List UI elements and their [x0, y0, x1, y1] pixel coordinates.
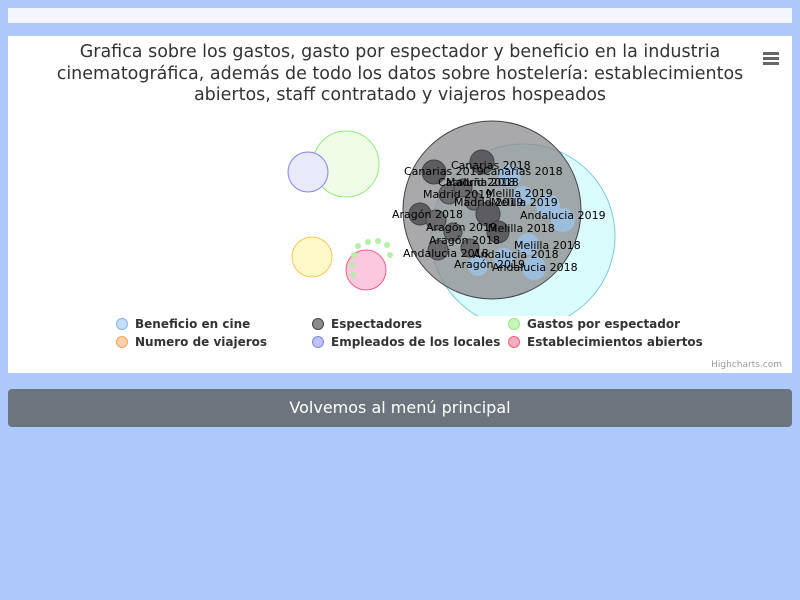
espectadores-point[interactable] — [469, 149, 495, 175]
legend-label: Establecimientos abiertos — [527, 335, 703, 349]
gastos-point[interactable] — [365, 239, 371, 245]
beneficio-points — [468, 165, 575, 280]
beneficio-point[interactable] — [499, 165, 521, 187]
chart-title-line-3: abiertos, staff contratado y viajeros ho… — [193, 85, 607, 105]
espectadores-point[interactable] — [453, 178, 473, 198]
chart-title: Grafica sobre los gastos, gasto por espe… — [48, 42, 752, 107]
beneficio-point[interactable] — [522, 256, 546, 280]
legend-marker — [116, 318, 128, 330]
chart-credits-link[interactable]: Highcharts.com — [711, 360, 782, 370]
point-label: Madrid 2019 — [423, 188, 492, 201]
bubble-plot: Canarias 2019 Canarias 2018 Canarias 201… — [287, 120, 616, 316]
gastos-point[interactable] — [375, 238, 381, 244]
point-label: Melilla 2018 — [514, 239, 581, 252]
top-navbar-strip — [8, 8, 792, 23]
chart-title-line-2: cinematográfica, además de todo los dato… — [56, 63, 744, 84]
legend-label: Gastos por espectador — [527, 317, 681, 331]
espectadores-point[interactable] — [443, 222, 463, 242]
point-label: Canarias 2018 — [483, 165, 563, 178]
point-label: Andalucia 2018 — [403, 247, 489, 260]
beneficio-point[interactable] — [513, 186, 533, 206]
legend-label: Empleados de los locales — [331, 335, 501, 349]
chart-container: Grafica sobre los gastos, gasto por espe… — [8, 36, 792, 373]
point-label: Canarias 2019 — [404, 165, 484, 178]
legend-item-espectadores[interactable]: Espectadores — [312, 317, 422, 333]
point-label: Aragón 2018 — [392, 208, 463, 221]
gastos-point[interactable] — [355, 243, 361, 249]
legend-marker — [312, 318, 324, 330]
legend-marker — [116, 336, 128, 348]
point-label: Andalucia 2018 — [473, 248, 559, 261]
gastos-point[interactable] — [384, 242, 390, 248]
chart-legend: Beneficio en cine Espectadores Gastos po… — [116, 317, 716, 357]
legend-label: Numero de viajeros — [135, 335, 268, 349]
point-label: Madrid 2018 — [446, 176, 515, 189]
espectadores-point[interactable] — [475, 201, 501, 227]
legend-marker — [508, 336, 520, 348]
legend-item-viajeros[interactable]: Numero de viajeros — [116, 335, 267, 351]
legend-item-gastos[interactable]: Gastos por espectador — [508, 317, 680, 333]
point-label: Melilla 2019 — [491, 196, 558, 209]
legend-item-establecimientos[interactable]: Establecimientos abiertos — [508, 335, 703, 351]
gastos-small-points — [349, 238, 393, 278]
bubble-empleados-cluster[interactable] — [287, 151, 329, 193]
gastos-point[interactable] — [349, 262, 355, 268]
point-labels: Canarias 2019 Canarias 2018 Canarias 201… — [392, 159, 606, 274]
gastos-point[interactable] — [351, 252, 357, 258]
gastos-point[interactable] — [387, 252, 393, 258]
point-label: Aragón 2019 — [454, 258, 525, 271]
espectadores-point[interactable] — [427, 239, 449, 261]
legend-marker — [312, 336, 324, 348]
point-label: Aragón 2019 — [426, 221, 497, 234]
legend-label: Beneficio en cine — [135, 317, 251, 331]
espectadores-point[interactable] — [421, 159, 447, 185]
chart-context-menu-icon[interactable] — [760, 50, 782, 68]
beneficio-point[interactable] — [536, 194, 560, 218]
point-label: Andalucia 2018 — [492, 261, 578, 274]
beneficio-point[interactable] — [551, 208, 575, 232]
point-label: Melilla 2019 — [486, 187, 553, 200]
point-label: Andalucia 2019 — [520, 209, 606, 222]
beneficio-point[interactable] — [494, 248, 514, 268]
legend-item-beneficio[interactable]: Beneficio en cine — [116, 317, 250, 333]
point-label: Canarias 2018 — [451, 159, 531, 172]
point-label: Aragón 2018 — [429, 234, 500, 247]
beneficio-point[interactable] — [468, 256, 488, 276]
point-label: Cataluña 2018 — [438, 176, 519, 189]
gastos-point[interactable] — [350, 272, 356, 278]
espectadores-points — [408, 149, 510, 261]
point-label: Melilla 2018 — [488, 222, 555, 235]
legend-item-empleados[interactable]: Empleados de los locales — [312, 335, 500, 351]
legend-marker — [508, 318, 520, 330]
bubble-viajeros-cluster[interactable] — [291, 236, 333, 278]
espectadores-point[interactable] — [425, 209, 447, 231]
beneficio-point[interactable] — [517, 233, 539, 255]
point-label: Madrid 2019 — [454, 196, 523, 209]
legend-label: Espectadores — [331, 317, 423, 331]
back-to-main-menu-button[interactable]: Volvemos al menú principal — [8, 389, 792, 427]
espectadores-point[interactable] — [460, 238, 480, 258]
chart-title-line-1: Grafica sobre los gastos, gasto por espe… — [79, 42, 721, 62]
bubble-establecimientos-cluster[interactable] — [345, 249, 387, 291]
espectadores-point[interactable] — [486, 220, 510, 244]
espectadores-point[interactable] — [464, 191, 484, 211]
